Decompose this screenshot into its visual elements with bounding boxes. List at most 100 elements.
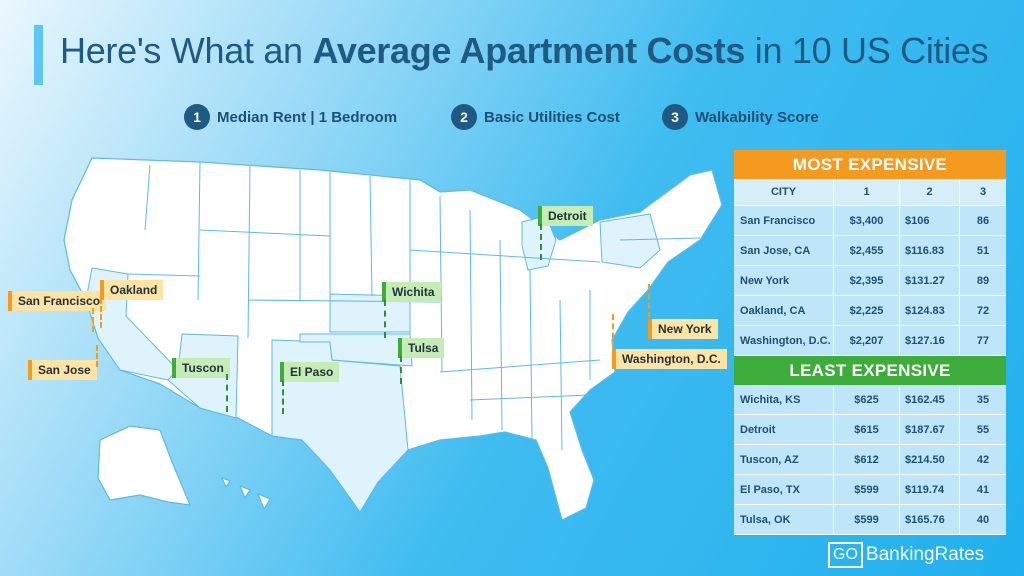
title-accent-bar: [34, 25, 43, 85]
title-post: in 10 US Cities: [745, 30, 989, 71]
legend-item-walkability: 3 Walkability Score: [662, 104, 819, 130]
map-label-detroit: Detroit: [538, 206, 593, 226]
table-row: El Paso, TX $599 $119.74 41: [734, 475, 1006, 505]
title-bold: Average Apartment Costs: [312, 30, 746, 71]
page-title: Here's What an Average Apartment Costs i…: [60, 30, 989, 72]
table-row: Washington, D.C. $2,207 $127.16 77: [734, 326, 1006, 356]
map-label-tulsa: Tulsa: [398, 338, 445, 358]
map-label-el-paso: El Paso: [280, 362, 340, 382]
map-label-san-francisco: San Francisco: [8, 291, 107, 311]
table-cell: $131.27: [900, 266, 960, 295]
pin-san-jose: [96, 345, 98, 367]
table-row: San Jose, CA $2,455 $116.83 51: [734, 236, 1006, 266]
table-cell: $2,207: [834, 326, 900, 355]
table-cell: 41: [976, 483, 990, 496]
legend-number-2: 2: [451, 104, 477, 130]
table-cell: $2,225: [834, 296, 900, 325]
table-cell: 42: [976, 453, 990, 466]
alaska-shape: [97, 425, 191, 506]
hawaii-shape: [221, 477, 271, 510]
most-expensive-header: MOST EXPENSIVE: [734, 150, 1006, 179]
table-cell: $165.76: [900, 505, 960, 534]
table-cell: Wichita, KS: [734, 385, 834, 414]
header-3: 3: [979, 186, 987, 198]
table-cell: $162.45: [900, 385, 960, 414]
header-city: CITY: [734, 179, 834, 205]
least-expensive-header: LEAST EXPENSIVE: [734, 356, 1006, 385]
table-cell: $116.83: [900, 236, 960, 265]
table-cell: San Jose, CA: [734, 236, 834, 265]
table-cell: Detroit: [734, 415, 834, 444]
table-row: San Francisco $3,400 $106 86: [734, 206, 1006, 236]
least-expensive-rows: Wichita, KS $625 $162.45 35 Detroit $615 $187.…: [734, 385, 1006, 535]
table-cell: $2,455: [834, 236, 900, 265]
table-cell: 86: [976, 214, 990, 227]
legend-number-3: 3: [662, 104, 688, 130]
pin-detroit: [540, 224, 542, 260]
table-cell: 40: [976, 513, 990, 526]
state-border-lines: [127, 161, 701, 451]
map-label-washington: Washington, D.C.: [612, 349, 727, 369]
table-row: New York $2,395 $131.27 89: [734, 266, 1006, 296]
table-cell: Washington, D.C.: [734, 326, 834, 355]
table-cell: $127.16: [900, 326, 960, 355]
table-cell: 55: [976, 423, 990, 436]
map-label-san-jose: San Jose: [28, 360, 97, 380]
table-cell: $106: [900, 206, 960, 235]
brand-name: BankingRates: [865, 544, 985, 565]
pin-tuscon: [226, 374, 228, 412]
table-cell: New York: [734, 266, 834, 295]
map-label-wichita: Wichita: [382, 282, 441, 302]
table-cell: $2,395: [834, 266, 900, 295]
legend-item-utilities: 2 Basic Utilities Cost: [451, 104, 620, 130]
table-cell: $599: [834, 505, 900, 534]
legend-label-rent: Median Rent | 1 Bedroom: [217, 108, 398, 126]
table-cell: $3,400: [834, 206, 900, 235]
legend-label-walkability: Walkability Score: [695, 108, 819, 126]
most-expensive-rows: San Francisco $3,400 $106 86 San Jose, CA $2,…: [734, 206, 1006, 356]
legend-label-utilities: Basic Utilities Cost: [484, 108, 620, 126]
table-cell: Tulsa, OK: [734, 505, 834, 534]
legend-item-rent: 1 Median Rent | 1 Bedroom: [184, 104, 397, 130]
table-cell: $599: [834, 475, 900, 504]
table-cell: $612: [834, 445, 900, 474]
new-york-shape: [599, 213, 661, 269]
table-row: Tulsa, OK $599 $165.76 40: [734, 505, 1006, 535]
table-cell: $124.83: [900, 296, 960, 325]
pin-wichita: [384, 300, 386, 338]
table-row: Tuscon, AZ $612 $214.50 42: [734, 445, 1006, 475]
table-row: Detroit $615 $187.67 55: [734, 415, 1006, 445]
table-cell: Oakland, CA: [734, 296, 834, 325]
us-map: [63, 157, 723, 521]
table-row: Oakland, CA $2,225 $124.83 72: [734, 296, 1006, 326]
map-label-new-york: New York: [648, 319, 718, 339]
table-cell: San Francisco: [734, 206, 834, 235]
table-row: Wichita, KS $625 $162.45 35: [734, 385, 1006, 415]
table-header-row: CITY 1 2 3: [734, 179, 1006, 206]
pin-san-francisco: [92, 308, 94, 332]
table-cell: 77: [976, 334, 990, 347]
table-cell: 35: [976, 393, 990, 406]
table-cell: 51: [976, 244, 990, 257]
header-2: 2: [900, 179, 960, 205]
table-cell: $119.74: [900, 475, 960, 504]
legend: 1 Median Rent | 1 Bedroom 2 Basic Utilit…: [0, 104, 1024, 134]
map-label-oakland: Oakland: [100, 280, 164, 300]
table-cell: 72: [976, 304, 990, 317]
pin-washington: [612, 314, 614, 348]
header-1: 1: [834, 179, 900, 205]
pin-el-paso: [282, 380, 284, 414]
table-cell: $615: [834, 415, 900, 444]
legend-number-1: 1: [184, 104, 210, 130]
title-pre: Here's What an: [60, 30, 313, 71]
table-cell: $214.50: [900, 445, 960, 474]
map-label-tuscon: Tuscon: [172, 358, 230, 378]
pin-oakland: [100, 298, 102, 328]
cost-table: MOST EXPENSIVE CITY 1 2 3 San Francisco $…: [734, 150, 1006, 535]
brand-go: GO: [828, 542, 863, 568]
pin-tulsa: [400, 356, 402, 384]
pin-new-york: [648, 284, 650, 318]
table-cell: $625: [834, 385, 900, 414]
table-cell: 89: [976, 274, 990, 287]
brand-logo: GO BankingRates: [828, 542, 984, 568]
